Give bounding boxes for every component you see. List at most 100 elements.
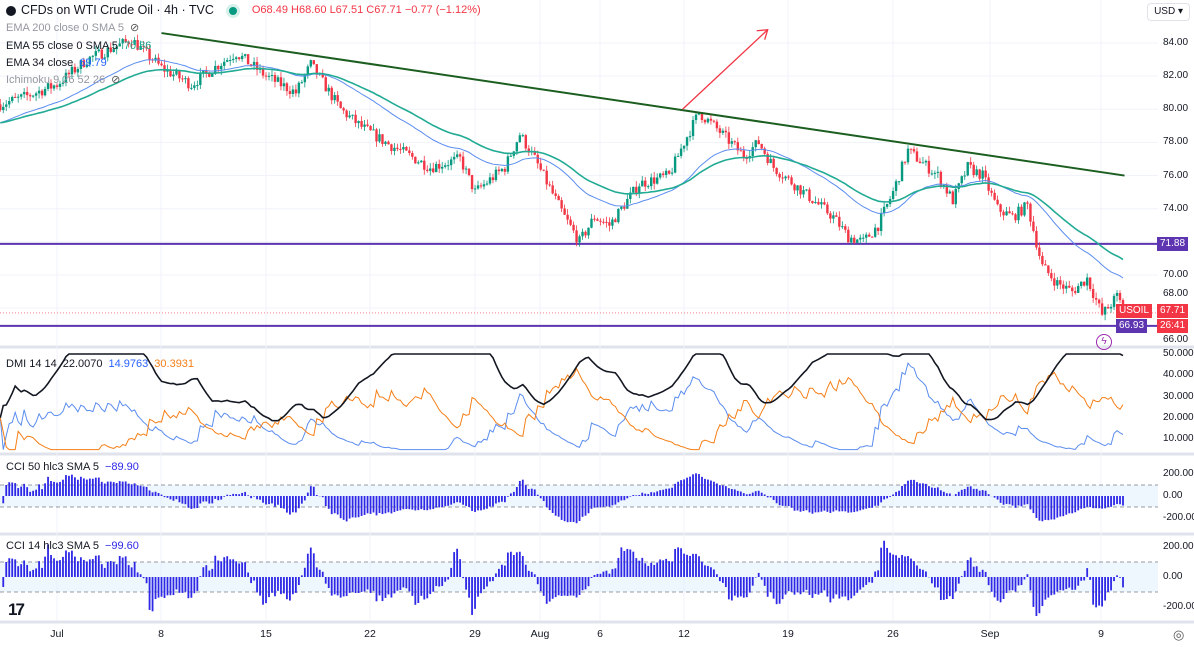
cci14-bar <box>178 577 181 593</box>
legend-ema200[interactable]: EMA 200 close 0 SMA 5 ⊘ <box>6 22 139 35</box>
cci14-bar <box>844 577 847 597</box>
cci50-bar <box>704 478 706 496</box>
candle-body <box>178 70 181 79</box>
cci50-bar <box>411 496 414 510</box>
cci50-bar <box>823 496 826 511</box>
cci14-bar <box>1083 577 1086 581</box>
legend-cci50[interactable]: CCI 50 hlc3 SMA 5 −89.90 <box>6 461 139 474</box>
cci14-bar <box>721 577 724 583</box>
hidden-eye-icon[interactable]: ⊘ <box>111 74 121 86</box>
cci50-bar <box>632 495 635 496</box>
candle-body <box>1005 211 1008 216</box>
cci50-bar <box>462 496 464 505</box>
cci14-bar <box>760 577 763 580</box>
candle-body <box>246 54 250 65</box>
dmi-axis-label: 40.0000 <box>1163 369 1194 380</box>
cci50-bar <box>892 494 894 496</box>
candle-body <box>984 170 987 178</box>
cci50-bar <box>1104 496 1106 509</box>
cci50-bar <box>244 491 247 496</box>
cci14-bar <box>689 555 691 577</box>
candle-body <box>249 64 253 66</box>
cci50-bar <box>862 496 865 510</box>
cci50-bar <box>11 482 14 496</box>
cci50-bar <box>79 476 82 496</box>
cci14-bar <box>1053 577 1056 595</box>
legend-ichimoku[interactable]: Ichimoku 9 26 52 26 ⊘ <box>6 74 120 87</box>
cci50-bar <box>1014 496 1017 508</box>
candle-body <box>312 60 315 65</box>
cci50-bar <box>772 496 775 501</box>
cci14-bar <box>309 547 312 577</box>
lightning-alert-icon[interactable]: ϟ <box>1096 334 1112 350</box>
cci14-bar <box>972 566 975 577</box>
legend-ema34[interactable]: EMA 34 close 69.79 <box>6 57 107 70</box>
candle-body <box>166 69 169 72</box>
candle-body <box>288 91 292 94</box>
candle-body <box>897 181 901 183</box>
symbol-title[interactable]: CFDs on WTI Crude Oil · 4h · TVC <box>21 3 214 17</box>
tradingview-logo[interactable]: 17 <box>8 600 25 619</box>
cci14-bar <box>1056 577 1059 592</box>
settings-icon[interactable]: ◎ <box>1173 627 1185 642</box>
cci50-bar <box>587 496 590 514</box>
hidden-eye-icon[interactable]: ⊘ <box>130 22 140 34</box>
cci50-bar <box>250 496 252 499</box>
cci50-bar <box>136 485 139 496</box>
legend-cci14[interactable]: CCI 14 hlc3 SMA 5 −99.60 <box>6 540 139 553</box>
cci14-bar <box>904 556 906 577</box>
candle-body <box>1115 293 1119 296</box>
candle-body <box>545 170 548 185</box>
candle-body <box>930 173 934 175</box>
cci50-bar <box>286 496 288 513</box>
cci14-bar <box>8 558 11 577</box>
cci14-bar <box>181 577 184 593</box>
candle-body <box>333 95 336 101</box>
candle-body <box>1002 211 1005 216</box>
cci14-bar <box>50 554 52 577</box>
candle-body <box>509 155 513 157</box>
cci50-bar <box>268 496 270 505</box>
cci50-bar <box>850 496 853 513</box>
cci50-bar <box>312 486 315 496</box>
candle-body <box>733 141 737 143</box>
candle-body <box>933 172 937 174</box>
candle-body <box>891 191 895 200</box>
candle-body <box>467 168 471 176</box>
candle-body <box>566 214 569 220</box>
adx-line <box>0 353 1124 422</box>
price-axis-label: 68.00 <box>1163 288 1189 299</box>
cci50-bar <box>865 496 868 509</box>
candle-body <box>593 218 596 220</box>
candle-body <box>187 78 190 89</box>
currency-selector[interactable]: USD ▾ <box>1147 3 1190 21</box>
cci14-bar <box>339 577 342 598</box>
cci50-bar <box>115 483 118 496</box>
legend-dmi[interactable]: DMI 14 14 22.0070 14.9763 30.3931 <box>6 358 194 371</box>
cci50-bar <box>486 496 488 509</box>
cci50-bar <box>259 496 261 500</box>
cci50-bar <box>32 490 35 496</box>
cci50-bar <box>2 496 5 504</box>
cci14-bar <box>647 565 650 577</box>
cci50-bar <box>838 496 841 512</box>
cci50-bar <box>1056 496 1059 518</box>
cci50-bar <box>578 496 581 521</box>
cci50-bar <box>620 496 623 501</box>
candle-body <box>112 49 115 53</box>
candle-body <box>811 200 814 204</box>
cci50-bar <box>124 481 127 496</box>
legend-ema55[interactable]: EMA 55 close 0 SMA 5 70.86 <box>6 40 151 53</box>
cci50-bar <box>151 492 154 496</box>
candle-body <box>697 112 701 115</box>
cci14-bar <box>291 577 294 595</box>
cci50-bar <box>351 496 354 518</box>
candle-body <box>414 156 417 164</box>
candle-body <box>1062 284 1065 289</box>
cci50-bar <box>877 496 880 506</box>
cci14-bar <box>692 553 694 577</box>
cci14-bar <box>948 577 951 597</box>
candle-body <box>357 121 360 124</box>
candle-body <box>838 216 841 227</box>
